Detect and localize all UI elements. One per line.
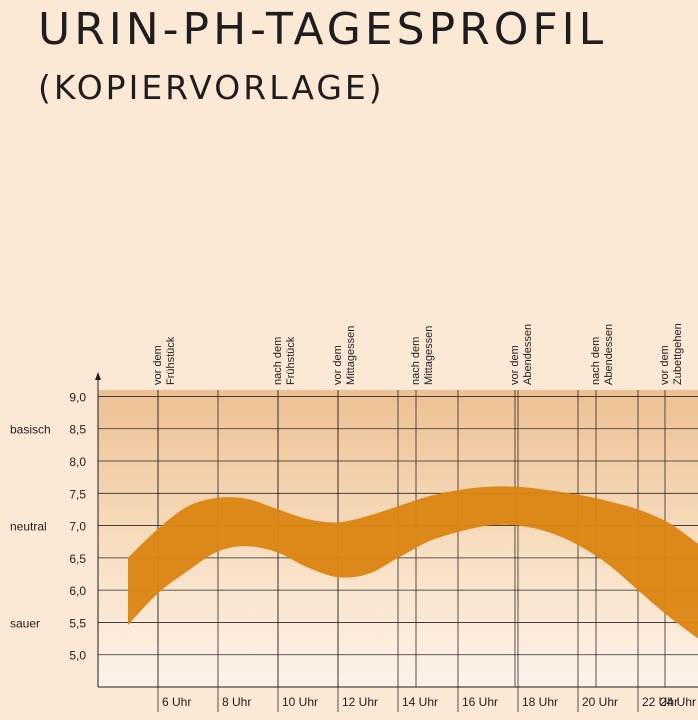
event-label: vor demFrühstück	[152, 336, 177, 385]
y-tick-label: 8,5	[69, 423, 86, 437]
x-tick-label: 8 Uhr	[222, 695, 251, 709]
y-tick-label: 6,0	[69, 584, 86, 598]
ph-category-label: basisch	[10, 423, 51, 437]
ph-range-band	[128, 486, 698, 639]
y-axis-arrow	[95, 372, 101, 380]
ph-category-label: sauer	[10, 616, 40, 630]
y-tick-label: 5,0	[69, 649, 86, 663]
event-label: nach demMittagessen	[410, 326, 435, 385]
event-label: vor demZubettgehen	[659, 323, 684, 385]
x-tick-label: 20 Uhr	[582, 695, 618, 709]
x-tick-label: 14 Uhr	[402, 695, 438, 709]
y-tick-label: 6,5	[69, 552, 86, 566]
event-label: nach demAbendessen	[590, 324, 615, 385]
x-tick-label: 6 Uhr	[162, 695, 191, 709]
chart-subtitle: (KOPIERVORLAGE)	[38, 68, 385, 107]
ph-category-label: neutral	[10, 520, 47, 534]
x-tick-label: 18 Uhr	[522, 695, 558, 709]
y-tick-label: 7,0	[69, 520, 86, 534]
event-label: nach demFrühstück	[272, 336, 297, 385]
y-tick-label: 5,5	[69, 616, 86, 630]
event-label: vor demMittagessen	[332, 326, 357, 385]
x-tick-label: 22 Uhr	[642, 695, 678, 709]
y-tick-label: 7,5	[69, 487, 86, 501]
y-tick-label: 8,0	[69, 455, 86, 469]
x-tick-label: 16 Uhr	[462, 695, 498, 709]
chart-title: URIN-PH-TAGESPROFIL	[38, 4, 608, 55]
y-tick-label: 9,0	[69, 390, 86, 404]
x-tick-label: 10 Uhr	[282, 695, 318, 709]
x-tick-label: 12 Uhr	[342, 695, 378, 709]
x-tick-label: 24 Uhr	[660, 695, 696, 709]
event-label: vor demAbendessen	[509, 324, 534, 385]
